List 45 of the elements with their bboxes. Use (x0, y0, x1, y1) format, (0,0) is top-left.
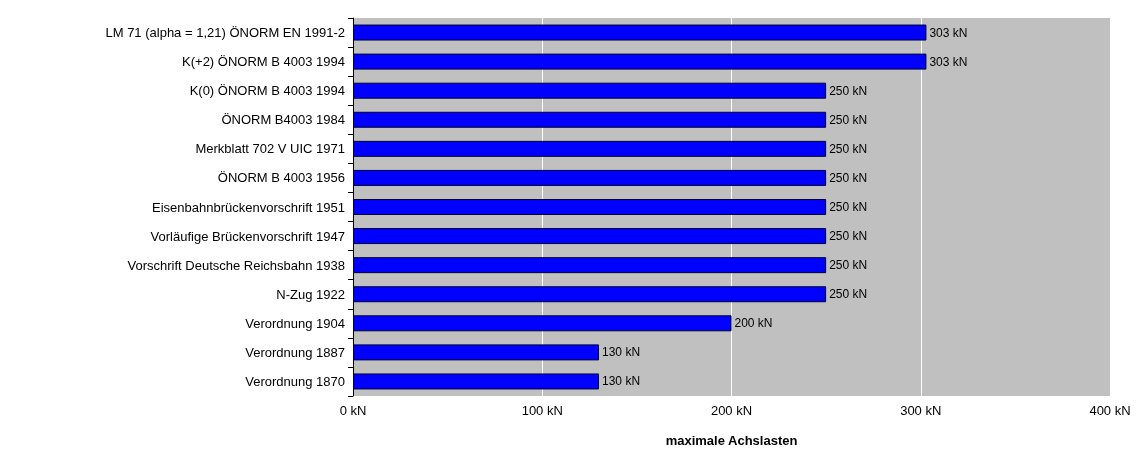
y-tick-label: K(+2) ÖNORM B 4003 1994 (182, 54, 345, 70)
y-tick-label: Verordnung 1887 (245, 344, 345, 360)
bar (353, 228, 827, 245)
data-label: 303 kN (929, 25, 968, 40)
y-tick-label: Verordnung 1870 (245, 373, 345, 389)
y-tick-label: ÖNORM B4003 1984 (221, 112, 345, 128)
y-tick-label: LM 71 (alpha = 1,21) ÖNORM EN 1991-2 (105, 25, 345, 41)
bar (353, 344, 600, 361)
data-label: 200 kN (734, 316, 773, 331)
bar (353, 111, 827, 128)
bar (353, 169, 827, 186)
data-label: 250 kN (829, 200, 868, 214)
bar (353, 286, 827, 303)
x-tick-label: 300 kN (900, 403, 942, 418)
data-label: 130 kN (602, 374, 641, 389)
y-tick-label: Merkblatt 702 V UIC 1971 (195, 141, 345, 157)
y-tick-label: Verordnung 1904 (245, 315, 345, 331)
y-tick-label: Eisenbahnbrückenvorschrift 1951 (152, 199, 345, 215)
data-label: 303 kN (929, 54, 968, 69)
data-label: 250 kN (829, 112, 868, 127)
bar (353, 53, 927, 70)
data-label: 250 kN (829, 287, 868, 302)
data-label: 250 kN (829, 229, 868, 244)
bar (353, 199, 827, 215)
data-label: 250 kN (829, 170, 868, 185)
bar (353, 257, 827, 274)
y-tick-label: K(0) ÖNORM B 4003 1994 (189, 83, 345, 99)
bar (353, 82, 827, 99)
bar (353, 373, 600, 390)
y-tick-label: ÖNORM B 4003 1956 (217, 170, 345, 186)
x-tick-label: 200 kN (710, 403, 753, 418)
bar (353, 315, 732, 332)
bar (353, 140, 827, 157)
data-label: 250 kN (829, 83, 868, 98)
data-label: 250 kN (829, 141, 868, 156)
x-tick-label: 0 kN (339, 403, 367, 418)
x-axis-title: maximale Achslasten (665, 433, 798, 448)
y-tick-label: Vorläufige Brückenvorschrift 1947 (150, 228, 345, 244)
bar (353, 24, 927, 41)
data-label: 130 kN (602, 345, 641, 360)
data-label: 250 kN (829, 258, 868, 273)
x-tick-label: 100 kN (521, 403, 563, 418)
x-tick-label: 400 kN (1089, 403, 1131, 418)
y-tick-label: N-Zug 1922 (276, 286, 345, 302)
y-tick-label: Vorschrift Deutsche Reichsbahn 1938 (127, 257, 345, 273)
